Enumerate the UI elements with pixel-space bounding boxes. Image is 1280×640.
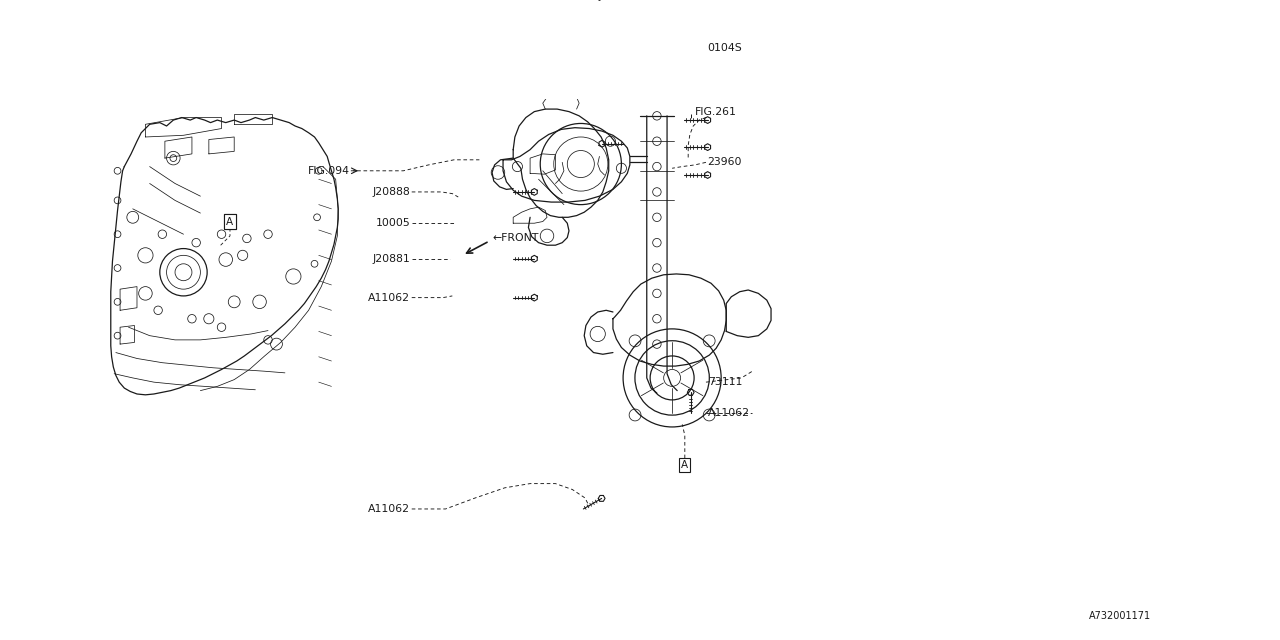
Text: A11062: A11062 bbox=[369, 504, 410, 514]
Text: 0104S: 0104S bbox=[708, 44, 742, 53]
Text: 10005: 10005 bbox=[375, 218, 410, 228]
Text: FIG.261: FIG.261 bbox=[708, 0, 750, 1]
Text: A11062: A11062 bbox=[369, 292, 410, 303]
Text: 23960: 23960 bbox=[708, 157, 742, 167]
Text: FIG.094: FIG.094 bbox=[308, 166, 349, 176]
Text: A11062: A11062 bbox=[708, 408, 750, 419]
Text: 73111: 73111 bbox=[708, 377, 742, 387]
Text: A: A bbox=[227, 216, 233, 227]
Text: A: A bbox=[681, 460, 689, 470]
Text: A732001171: A732001171 bbox=[1089, 611, 1152, 621]
Text: J20881: J20881 bbox=[372, 253, 410, 264]
Text: J20888: J20888 bbox=[372, 187, 410, 197]
Text: J20888: J20888 bbox=[599, 0, 636, 1]
Text: FIG.261: FIG.261 bbox=[695, 107, 737, 116]
Text: A: A bbox=[227, 216, 233, 227]
Text: ←FRONT: ←FRONT bbox=[492, 234, 539, 243]
